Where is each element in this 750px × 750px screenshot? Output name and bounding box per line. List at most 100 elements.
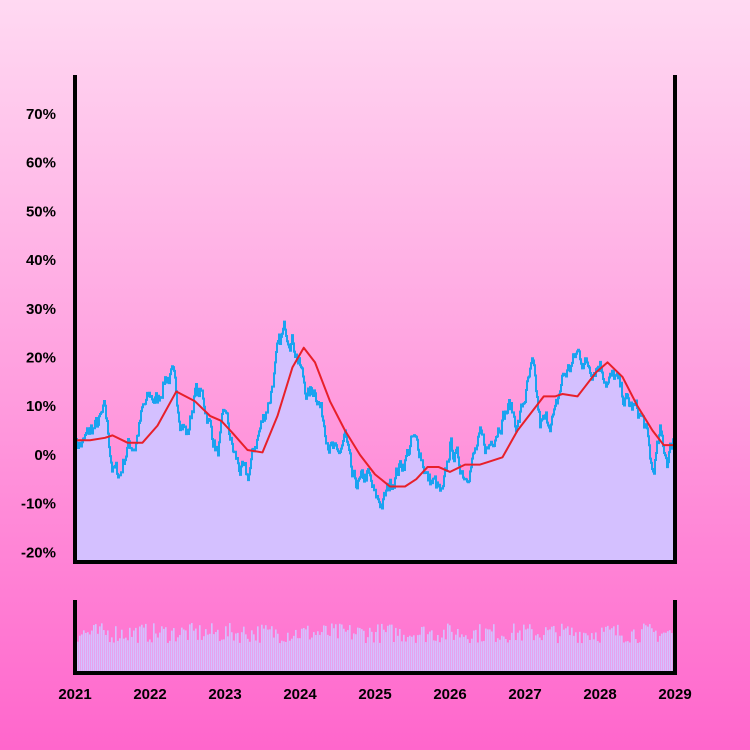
volume-bar [241, 632, 243, 673]
volume-bar [319, 634, 321, 673]
volume-bar [139, 626, 141, 673]
volume-bar [477, 642, 479, 673]
volume-bar [311, 637, 313, 673]
volume-bar [301, 628, 303, 673]
volume-bar [401, 641, 403, 673]
volume-bar [621, 635, 623, 673]
volume-bar [537, 634, 539, 673]
volume-bar [233, 640, 235, 673]
volume-bar [217, 629, 219, 673]
volume-bar [495, 641, 497, 673]
volume-bar [497, 638, 499, 673]
volume-bar [527, 628, 529, 673]
volume-bar [273, 637, 275, 673]
volume-bar [283, 641, 285, 673]
volume-bar [657, 641, 659, 673]
volume-bar [263, 628, 265, 673]
volume-bar [453, 639, 455, 673]
volume-bar [443, 629, 445, 673]
volume-bar [399, 629, 401, 673]
volume-bar [171, 630, 173, 673]
volume-bar [517, 632, 519, 673]
volume-bar [463, 636, 465, 673]
volume-bar [503, 636, 505, 673]
volume-bar [343, 628, 345, 673]
volume-bar [245, 634, 247, 673]
volume-bar [531, 629, 533, 673]
volume-bar [107, 630, 109, 673]
volume-bar [597, 641, 599, 673]
volume-bar [461, 634, 463, 673]
volume-bar [489, 629, 491, 673]
volume-bar [81, 634, 83, 673]
volume-bar [603, 631, 605, 673]
volume-bar [421, 626, 423, 673]
volume-bar [397, 635, 399, 673]
volume-bar [255, 640, 257, 673]
volume-bar [605, 626, 607, 673]
volume-bar [347, 630, 349, 673]
volume-bar [79, 635, 81, 673]
volume-bar [93, 625, 95, 673]
volume-bar [295, 629, 297, 673]
volume-bar [211, 623, 213, 673]
volume-bar [431, 630, 433, 673]
x-tick-label: 2021 [58, 686, 91, 703]
volume-bar [371, 631, 373, 673]
volume-bar [521, 640, 523, 673]
volume-bar [379, 642, 381, 673]
volume-bar [609, 629, 611, 673]
volume-bar [95, 624, 97, 673]
volume-bar [279, 643, 281, 673]
y-tick-label: 0% [34, 447, 56, 464]
volume-bar [103, 630, 105, 673]
volume-bar [665, 632, 667, 673]
volume-bar [395, 627, 397, 673]
volume-bar [635, 639, 637, 673]
volume-bar [473, 630, 475, 673]
volume-bar [583, 632, 585, 673]
volume-bar [469, 642, 471, 673]
volume-bar [313, 632, 315, 673]
volume-bar [417, 635, 419, 673]
volume-bar [591, 633, 593, 673]
volume-bar [439, 642, 441, 673]
volume-bar [269, 629, 271, 673]
volume-bar [423, 626, 425, 673]
volume-bar [77, 641, 79, 673]
volume-bar [285, 641, 287, 673]
moving-average-line [75, 346, 675, 488]
volume-bar [467, 639, 469, 673]
volume-bar [545, 627, 547, 673]
volume-bar [179, 634, 181, 673]
volume-bar [167, 642, 169, 673]
volume-bar [267, 629, 269, 673]
volume-bar [391, 624, 393, 673]
volume-bar [221, 639, 223, 673]
volume-bar [173, 628, 175, 673]
volume-bar [183, 629, 185, 673]
volume-bar [189, 624, 191, 673]
volume-bar [149, 639, 151, 673]
volume-bar [193, 630, 195, 673]
y-tick-label: 10% [26, 398, 56, 415]
volume-bar [177, 637, 179, 673]
volume-bar [479, 624, 481, 673]
volume-bar [619, 635, 621, 673]
volume-panel [75, 623, 675, 673]
volume-bar [641, 629, 643, 673]
volume-bar [291, 638, 293, 673]
volume-bar [143, 627, 145, 673]
volume-bar [377, 624, 379, 673]
volume-bar [385, 632, 387, 673]
volume-bar [87, 632, 89, 673]
volume-bar [481, 641, 483, 673]
x-tick-label: 2022 [133, 686, 166, 703]
volume-bar [505, 639, 507, 673]
volume-bar [387, 625, 389, 673]
volume-bar [335, 624, 337, 673]
volume-bar [133, 630, 135, 673]
volume-bar [409, 635, 411, 673]
volume-bar [187, 639, 189, 673]
